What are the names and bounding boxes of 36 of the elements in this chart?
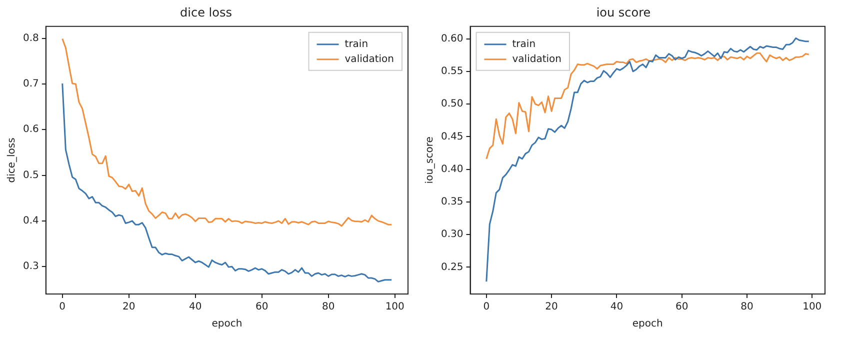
y-tick-label: 0.55 [441, 66, 464, 78]
y-tick-label: 0.3 [22, 261, 39, 272]
y-axis-title: dice_loss [6, 138, 18, 183]
legend-label: validation [512, 54, 562, 65]
y-tick-label: 0.7 [22, 78, 39, 90]
y-tick-label: 0.6 [22, 124, 39, 136]
x-tick-label: 80 [740, 302, 754, 313]
y-tick-label: 0.8 [22, 32, 39, 44]
x-axis-title: epoch [212, 318, 242, 330]
x-tick-label: 0 [483, 302, 490, 313]
x-tick-label: 40 [188, 302, 202, 313]
x-tick-label: 100 [802, 302, 822, 313]
y-tick-label: 0.45 [441, 131, 464, 142]
x-tick-label: 80 [322, 302, 335, 313]
y-tick-label: 0.30 [441, 229, 464, 240]
x-tick-label: 20 [122, 302, 136, 313]
chart-title: iou score [596, 5, 651, 20]
y-tick-label: 0.5 [22, 170, 39, 181]
y-tick-label: 0.50 [441, 98, 464, 110]
x-tick-label: 40 [610, 302, 624, 313]
x-axis-title: epoch [632, 318, 663, 330]
y-tick-label: 0.60 [441, 33, 464, 44]
x-tick-label: 20 [545, 302, 558, 313]
chart-title: dice loss [180, 5, 232, 20]
y-tick-label: 0.25 [441, 262, 464, 273]
x-tick-label: 100 [385, 302, 404, 313]
x-tick-label: 60 [675, 302, 688, 313]
y-tick-label: 0.40 [441, 164, 464, 175]
legend-label: train [344, 38, 368, 50]
y-tick-label: 0.4 [22, 216, 39, 227]
x-tick-label: 60 [255, 302, 268, 313]
legend-label: validation [344, 54, 394, 65]
x-tick-label: 0 [59, 302, 66, 313]
y-axis-title: iou_score [424, 136, 436, 184]
legend-label: train [512, 38, 536, 50]
y-tick-label: 0.35 [441, 196, 464, 208]
